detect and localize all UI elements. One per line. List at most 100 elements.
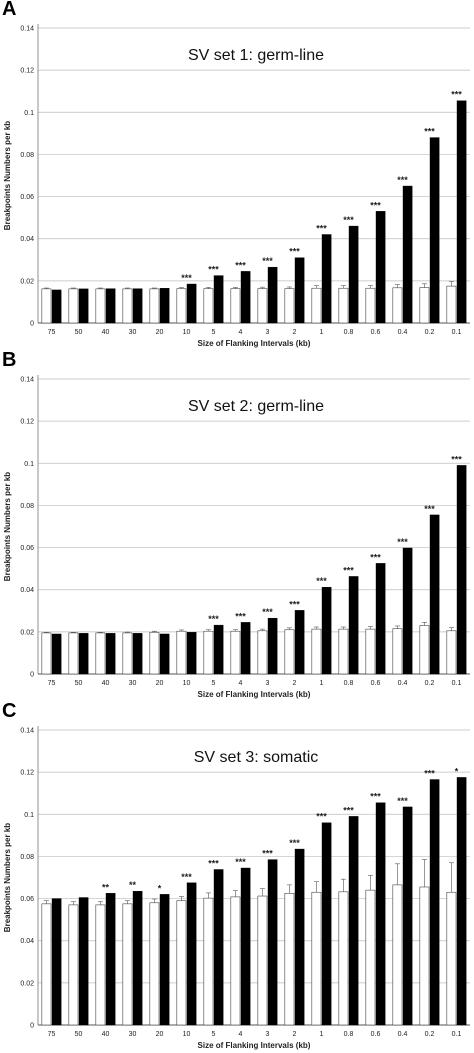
- x-tick-label: 0.4: [398, 1031, 408, 1038]
- significance-label: ***: [262, 256, 273, 266]
- bar-white: [338, 891, 349, 1026]
- x-tick-label: 0.8: [344, 1031, 354, 1038]
- bar-black: [348, 576, 359, 675]
- panel-label-c: C: [2, 700, 17, 722]
- y-tick-label: 0.04: [20, 236, 34, 243]
- significance-label: ***: [370, 200, 381, 210]
- significance-label: ***: [262, 849, 273, 859]
- x-tick-label: 75: [48, 680, 56, 687]
- x-tick-label: 0.4: [398, 680, 408, 687]
- bar-black: [429, 514, 440, 675]
- y-tick-label: 0.02: [20, 980, 34, 987]
- significance-label: *: [158, 883, 162, 893]
- y-axis-label: Breakpoints Numbers per kb: [3, 823, 12, 932]
- significance-label: ***: [343, 215, 354, 225]
- x-tick-label: 1: [320, 329, 324, 336]
- x-tick-label: 40: [102, 1031, 110, 1038]
- bar-white: [284, 629, 295, 675]
- bar-black: [456, 100, 467, 324]
- significance-label: ***: [289, 599, 300, 609]
- bar-black: [78, 633, 89, 675]
- x-tick-label: 2: [293, 329, 297, 336]
- x-tick-label: 0.6: [371, 1031, 381, 1038]
- bar-white: [41, 903, 52, 1026]
- bar-white: [446, 285, 457, 324]
- x-tick-label: 10: [183, 329, 191, 336]
- significance-label: ***: [316, 576, 327, 586]
- bar-black: [348, 816, 359, 1026]
- bar-white: [95, 288, 106, 324]
- bar-white: [284, 893, 295, 1026]
- x-tick-label: 20: [156, 329, 164, 336]
- x-tick-label: 50: [75, 1031, 83, 1038]
- bar-white: [257, 895, 268, 1026]
- bar-white: [365, 889, 376, 1026]
- bar-white: [230, 630, 241, 675]
- bar-white: [149, 902, 160, 1026]
- bar-white: [95, 904, 106, 1026]
- bar-white: [257, 288, 268, 324]
- y-axis-label: Breakpoints Numbers per kb: [3, 121, 12, 230]
- bar-black: [186, 632, 197, 675]
- y-tick-label: 0.04: [20, 587, 34, 594]
- significance-label: ***: [451, 90, 462, 100]
- significance-label: ***: [208, 265, 219, 275]
- bar-white: [149, 288, 160, 324]
- y-tick-label: 0.12: [20, 419, 34, 426]
- bar-white: [365, 628, 376, 675]
- bar-white: [419, 625, 430, 675]
- y-tick-label: 0.06: [20, 194, 34, 201]
- bar-white: [311, 891, 322, 1026]
- bar-black: [294, 610, 305, 675]
- bar-white: [419, 287, 430, 324]
- bar-black: [348, 225, 359, 324]
- x-tick-label: 1: [320, 1031, 324, 1038]
- x-tick-label: 0.1: [452, 680, 462, 687]
- bar-white: [122, 903, 133, 1026]
- panel-label-b: B: [2, 349, 17, 371]
- x-tick-label: 0.8: [344, 329, 354, 336]
- bar-white: [284, 288, 295, 324]
- bar-black: [213, 869, 224, 1026]
- x-tick-label: 4: [239, 680, 243, 687]
- y-tick-label: 0.08: [20, 854, 34, 861]
- significance-label: ***: [235, 611, 246, 621]
- significance-label: ***: [316, 224, 327, 234]
- bar-black: [240, 867, 251, 1026]
- x-tick-label: 5: [212, 329, 216, 336]
- bar-black: [132, 890, 143, 1026]
- significance-label: ***: [208, 614, 219, 624]
- bar-white: [419, 886, 430, 1026]
- chart-panel-a: 0 0.02 0.04 0.06 0.08 0.1 0.12 0.14 75 50 40 30 20 **…: [0, 0, 474, 350]
- bar-white: [203, 630, 214, 675]
- chart-title: SV set 1: germ-line: [188, 47, 324, 64]
- y-tick-label: 0.02: [20, 629, 34, 636]
- y-tick-label: 0: [30, 321, 34, 328]
- bar-white: [149, 631, 160, 675]
- bar-white: [446, 630, 457, 675]
- y-tick-label: 0.02: [20, 278, 34, 285]
- bar-black: [213, 275, 224, 324]
- bar-black: [294, 848, 305, 1026]
- bar-white: [203, 897, 214, 1026]
- significance-label: ***: [370, 552, 381, 562]
- y-axis-label: Breakpoints Numbers per kb: [3, 472, 12, 581]
- x-tick-label: 3: [266, 680, 270, 687]
- bar-white: [365, 287, 376, 324]
- significance-label: ***: [181, 273, 192, 283]
- bar-black: [213, 624, 224, 675]
- bar-black: [429, 137, 440, 324]
- significance-label: ***: [424, 127, 435, 137]
- bar-white: [338, 287, 349, 324]
- x-axis-label: Size of Flanking Intervals (kb): [198, 339, 311, 348]
- significance-label: **: [102, 882, 110, 892]
- bar-black: [375, 802, 386, 1026]
- bar-black: [456, 465, 467, 675]
- x-tick-label: 0.2: [425, 329, 435, 336]
- x-tick-label: 40: [102, 680, 110, 687]
- y-tick-label: 0.06: [20, 545, 34, 552]
- x-tick-label: 2: [293, 1031, 297, 1038]
- x-tick-label: 75: [48, 329, 56, 336]
- x-tick-label: 30: [129, 680, 137, 687]
